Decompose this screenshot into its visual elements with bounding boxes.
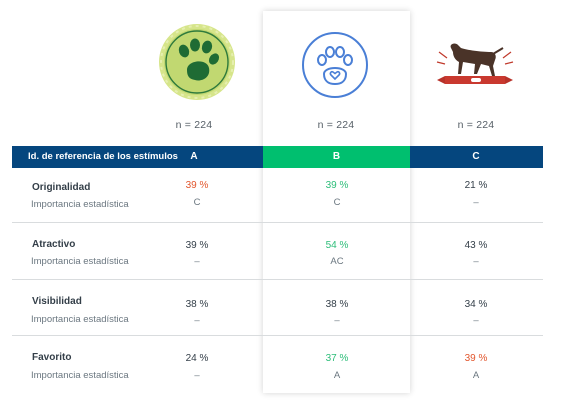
row-sub-visibility: Importancia estadística — [31, 314, 129, 325]
value-favorite-b: 37 % — [325, 353, 349, 364]
sig-favorite-b: A — [333, 370, 341, 381]
logo-a-green-paw-icon — [157, 22, 237, 102]
row-sub-attractiveness: Importancia estadística — [31, 256, 129, 267]
row-divider — [12, 335, 543, 336]
highlighted-column-card — [263, 11, 410, 393]
row-label-originality: Originalidad — [32, 182, 91, 193]
logo-c-dog-banner-icon — [433, 36, 517, 96]
value-favorite-a: 24 % — [185, 353, 209, 364]
value-attractiveness-b: 54 % — [325, 240, 349, 251]
value-attractiveness-c: 43 % — [464, 240, 488, 251]
value-attractiveness-a: 39 % — [185, 240, 209, 251]
sig-visibility-a: – — [194, 315, 200, 326]
value-originality-c: 21 % — [464, 180, 488, 191]
n-count-c: n = 224 — [457, 119, 495, 131]
value-visibility-b: 38 % — [325, 299, 349, 310]
sig-visibility-b: – — [334, 315, 340, 326]
value-originality-b: 39 % — [325, 180, 349, 191]
sig-attractiveness-b: AC — [330, 256, 344, 267]
header-column-c[interactable]: C — [472, 151, 480, 162]
row-label-visibility: Visibilidad — [32, 296, 82, 307]
value-favorite-c: 39 % — [464, 353, 488, 364]
n-count-a: n = 224 — [175, 119, 213, 131]
value-visibility-a: 38 % — [185, 299, 209, 310]
row-divider — [12, 279, 543, 280]
sig-originality-b: C — [333, 197, 341, 208]
sig-attractiveness-c: – — [473, 256, 479, 267]
row-label-favorite: Favorito — [32, 352, 72, 363]
table-header: Id. de referencia de los estímulos A B C — [12, 146, 543, 168]
row-label-attractiveness: Atractivo — [32, 239, 76, 250]
value-originality-a: 39 % — [185, 180, 209, 191]
row-divider — [12, 222, 543, 223]
value-visibility-c: 34 % — [464, 299, 488, 310]
header-column-b[interactable]: B — [263, 146, 410, 168]
sig-favorite-a: – — [194, 370, 200, 381]
sig-favorite-c: A — [472, 370, 480, 381]
header-column-a[interactable]: A — [190, 151, 198, 162]
row-sub-originality: Importancia estadística — [31, 199, 129, 210]
row-sub-favorite: Importancia estadística — [31, 370, 129, 381]
header-stimulus-id: Id. de referencia de los estímulos — [28, 151, 178, 162]
sig-originality-c: – — [473, 197, 479, 208]
n-count-b: n = 224 — [317, 119, 355, 131]
logo-b-blue-paw-heart-icon — [300, 30, 370, 100]
sig-attractiveness-a: – — [194, 256, 200, 267]
sig-originality-a: C — [193, 197, 201, 208]
sig-visibility-c: – — [473, 315, 479, 326]
